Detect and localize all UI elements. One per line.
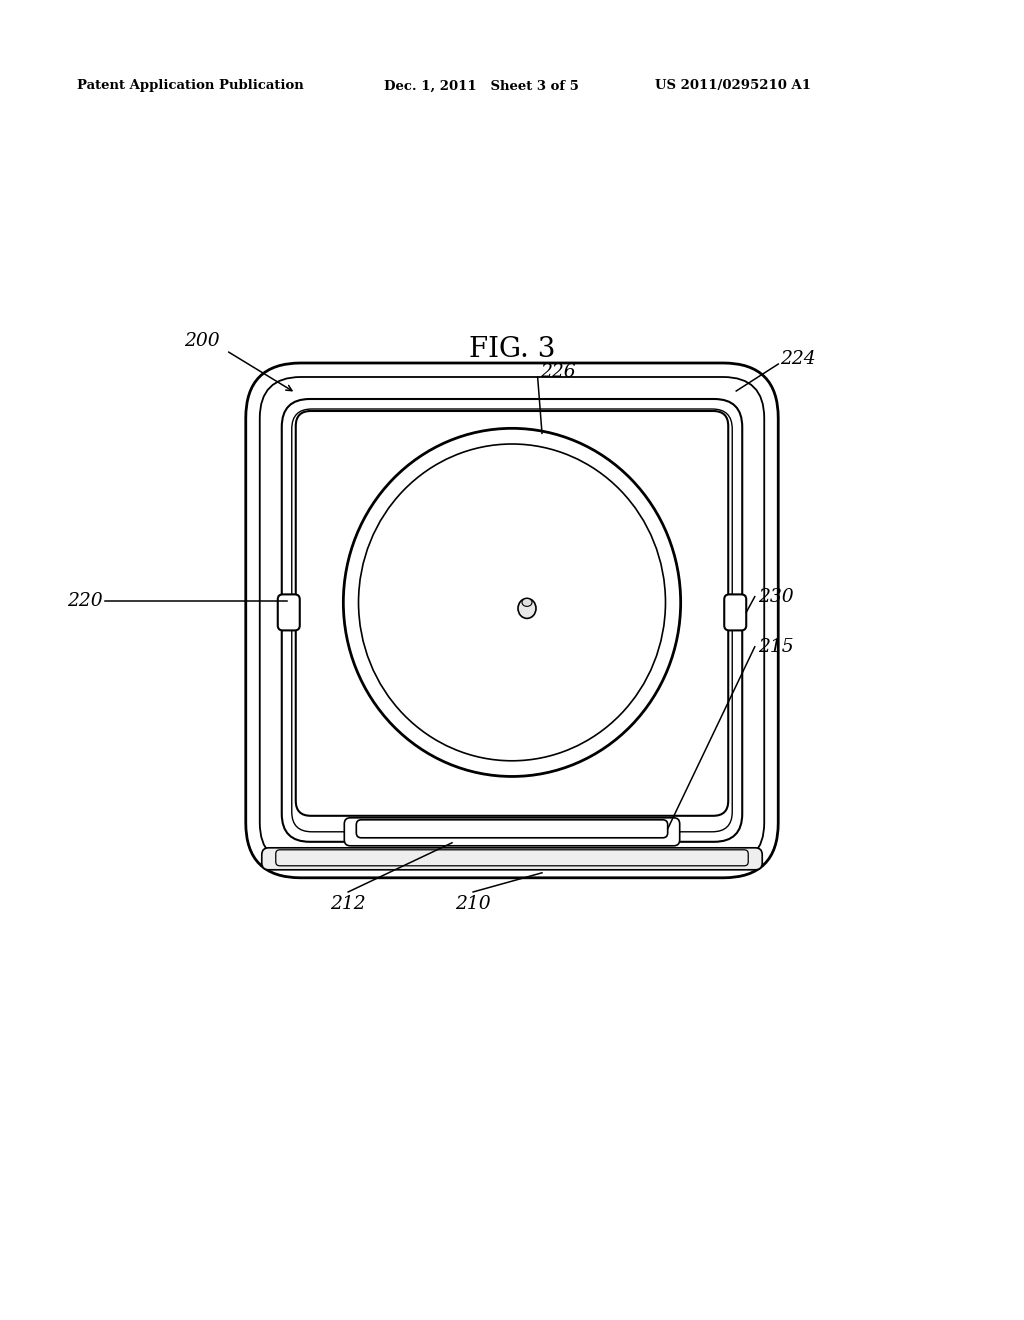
Text: US 2011/0295210 A1: US 2011/0295210 A1	[655, 79, 811, 92]
FancyBboxPatch shape	[344, 818, 680, 846]
Text: 200: 200	[184, 331, 220, 350]
Ellipse shape	[522, 598, 532, 606]
FancyBboxPatch shape	[262, 847, 762, 870]
FancyBboxPatch shape	[356, 820, 668, 838]
Text: 224: 224	[780, 350, 816, 368]
FancyBboxPatch shape	[278, 594, 300, 631]
FancyBboxPatch shape	[292, 409, 732, 832]
FancyBboxPatch shape	[724, 594, 746, 631]
Ellipse shape	[518, 598, 536, 618]
Text: 220: 220	[67, 591, 102, 610]
FancyBboxPatch shape	[275, 850, 749, 866]
FancyBboxPatch shape	[296, 411, 728, 816]
FancyBboxPatch shape	[246, 363, 778, 878]
Text: 212: 212	[331, 895, 366, 913]
Ellipse shape	[358, 444, 666, 760]
Text: 230: 230	[758, 587, 794, 606]
Text: Patent Application Publication: Patent Application Publication	[77, 79, 303, 92]
Text: 210: 210	[456, 895, 490, 913]
Text: Dec. 1, 2011   Sheet 3 of 5: Dec. 1, 2011 Sheet 3 of 5	[384, 79, 579, 92]
Text: FIG. 3: FIG. 3	[469, 337, 555, 363]
FancyBboxPatch shape	[282, 399, 742, 842]
FancyBboxPatch shape	[260, 378, 764, 863]
Text: 226: 226	[540, 363, 575, 381]
Ellipse shape	[343, 428, 681, 776]
Text: 215: 215	[758, 638, 794, 656]
